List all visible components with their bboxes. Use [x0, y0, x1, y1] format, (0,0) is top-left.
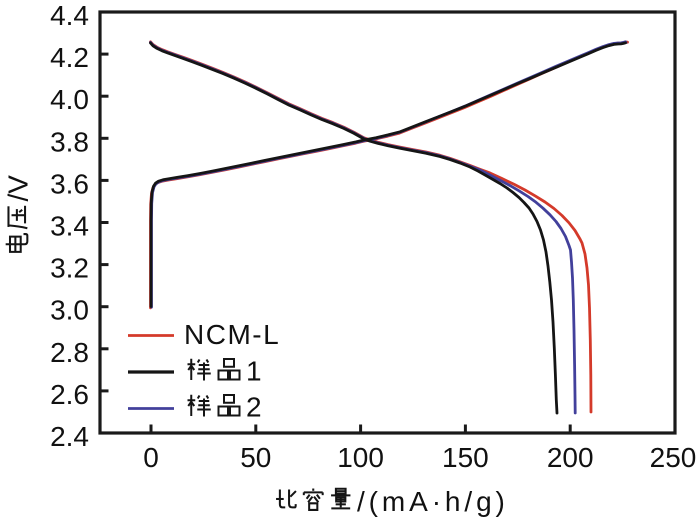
svg-text:3.8: 3.8 — [50, 126, 89, 157]
svg-text:2: 2 — [246, 392, 262, 423]
svg-text:150: 150 — [442, 442, 489, 473]
svg-text:3.6: 3.6 — [50, 168, 89, 199]
svg-text:250: 250 — [650, 442, 697, 473]
svg-text:/V: /V — [3, 175, 34, 202]
svg-text:/(mA·h/g): /(mA·h/g) — [357, 486, 509, 517]
svg-text:100: 100 — [337, 442, 384, 473]
svg-text:50: 50 — [240, 442, 271, 473]
svg-text:2.4: 2.4 — [50, 421, 89, 452]
svg-text:3.0: 3.0 — [50, 295, 89, 326]
svg-text:0: 0 — [143, 442, 159, 473]
svg-text:1: 1 — [246, 356, 262, 387]
svg-text:200: 200 — [547, 442, 594, 473]
svg-text:4.4: 4.4 — [50, 0, 89, 31]
svg-text:4.2: 4.2 — [50, 42, 89, 73]
svg-text:3.4: 3.4 — [50, 211, 89, 242]
svg-text:NCM-L: NCM-L — [184, 319, 280, 350]
svg-text:4.0: 4.0 — [50, 84, 89, 115]
svg-text:2.8: 2.8 — [50, 337, 89, 368]
svg-text:3.2: 3.2 — [50, 253, 89, 284]
svg-text:2.6: 2.6 — [50, 379, 89, 410]
